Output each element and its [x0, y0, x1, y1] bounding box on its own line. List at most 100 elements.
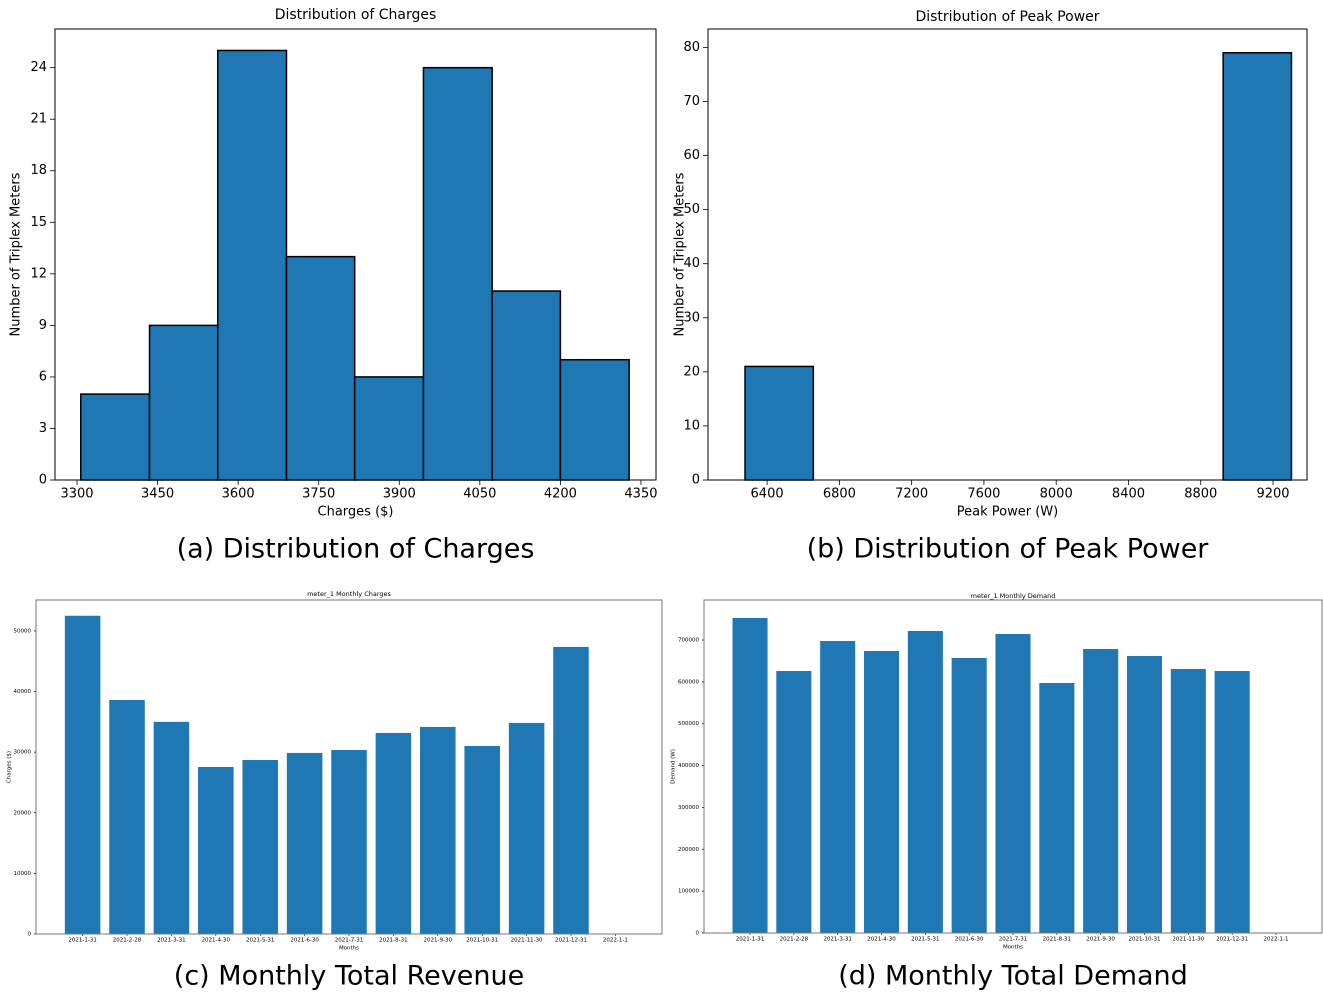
bar: [553, 646, 589, 934]
bar: [148, 324, 219, 481]
y-tick-label: 70: [683, 94, 700, 109]
y-tick-label: 0: [28, 932, 32, 938]
y-tick-label: 0: [696, 931, 700, 937]
bar: [491, 290, 562, 481]
x-tick-label: 3750: [302, 487, 335, 502]
x-tick-label: 4050: [463, 487, 496, 502]
x-tick-label: 2021-2-28: [780, 937, 809, 943]
bar: [216, 49, 288, 481]
y-tick-label: 9: [39, 318, 47, 333]
y-tick-label: 60: [683, 148, 700, 163]
bar: [375, 732, 412, 934]
x-tick-label: 2021-1-31: [736, 937, 764, 943]
caption: (d) Monthly Total Demand: [838, 961, 1188, 992]
bar: [1222, 52, 1293, 481]
chart: meter_1 Monthly Demand Months Demand (W) (d…: [671, 592, 1323, 992]
y-tick-label: 20000: [14, 810, 32, 816]
y-tick-label: 600000: [678, 679, 699, 685]
bar: [776, 670, 812, 933]
y-tick-label: 300000: [678, 805, 699, 811]
x-axis-label: Months: [1003, 945, 1023, 951]
axes-frame: [703, 599, 1323, 934]
chart: Distribution of Peak Power Peak Power (W)…: [673, 9, 1308, 565]
x-axis-label: Months: [339, 946, 359, 952]
y-tick-label: 10: [683, 418, 700, 433]
x-tick-label: 2021-8-31: [379, 938, 407, 944]
bar: [508, 722, 545, 934]
y-tick-label: 40000: [14, 689, 32, 695]
y-tick-label: 50000: [14, 628, 32, 634]
x-tick-label: 3900: [383, 487, 416, 502]
bar: [198, 767, 234, 934]
y-tick-label: 0: [692, 473, 700, 488]
x-tick-label: 2022-1-1: [603, 938, 628, 944]
x-tick-label: 2021-12-31: [1216, 937, 1248, 943]
y-tick-label: 500000: [678, 721, 699, 727]
y-tick-label: 24: [30, 60, 47, 75]
y-tick-label: 100000: [678, 889, 699, 895]
bar: [153, 721, 190, 934]
x-tick-label: 3300: [60, 487, 93, 502]
x-tick-label: 2021-1-31: [68, 938, 96, 944]
y-tick-label: 3: [39, 421, 47, 436]
x-tick-label: 2021-11-30: [1172, 937, 1204, 943]
x-tick-label: 2021-12-31: [555, 938, 587, 944]
bar: [353, 376, 425, 481]
bar: [951, 658, 987, 933]
y-axis-label: Demand (W): [671, 749, 677, 784]
bar: [1214, 670, 1250, 933]
bar: [559, 358, 630, 481]
bar: [420, 726, 456, 934]
x-tick-label: 2021-7-31: [999, 937, 1027, 943]
x-tick-label: 4200: [544, 487, 577, 502]
x-tick-label: 2021-4-30: [867, 937, 896, 943]
chart-title: Distribution of Charges: [275, 7, 437, 23]
x-tick-label: 8000: [1040, 487, 1073, 502]
bar: [80, 393, 151, 481]
bar: [907, 631, 943, 933]
x-tick-label: 2021-3-31: [157, 938, 185, 944]
chart: meter_1 Monthly Charges Months Charges ($)…: [7, 590, 663, 992]
x-tick-label: 2021-8-31: [1043, 937, 1071, 943]
y-tick-label: 50: [683, 202, 700, 217]
y-tick-label: 80: [683, 40, 700, 55]
x-tick-label: 2022-1-1: [1263, 937, 1288, 943]
y-tick-label: 0: [39, 473, 47, 488]
x-tick-label: 3450: [141, 487, 174, 502]
bar: [1126, 656, 1163, 933]
bar: [109, 700, 145, 934]
y-axis-label: Number of Triplex Meters: [673, 172, 688, 336]
y-tick-label: 21: [30, 112, 47, 127]
x-axis-label: Charges ($): [318, 505, 394, 520]
y-tick-label: 6: [39, 369, 47, 384]
y-tick-label: 700000: [678, 638, 699, 644]
chart: Distribution of Charges Charges ($) Number…: [9, 7, 658, 565]
x-tick-label: 2021-6-30: [955, 937, 984, 943]
x-tick-label: 2021-2-28: [113, 938, 142, 944]
x-axis-label: Peak Power (W): [957, 505, 1058, 520]
y-tick-label: 30000: [14, 750, 32, 756]
y-tick-label: 10000: [14, 871, 32, 877]
y-tick-label: 400000: [678, 763, 699, 769]
bar: [242, 760, 278, 934]
y-tick-label: 18: [30, 163, 47, 178]
x-tick-label: 2021-6-30: [290, 938, 319, 944]
x-tick-label: 7200: [895, 487, 928, 502]
y-axis-label: Number of Triplex Meters: [9, 172, 24, 336]
bar: [1039, 682, 1075, 933]
x-tick-label: 2021-11-30: [511, 938, 543, 944]
bar: [285, 255, 356, 481]
x-tick-label: 8800: [1184, 487, 1217, 502]
y-tick-label: 20: [683, 364, 700, 379]
bar: [732, 617, 768, 933]
bar: [64, 615, 101, 934]
caption: (b) Distribution of Peak Power: [807, 534, 1210, 565]
x-tick-label: 2021-10-31: [1129, 937, 1161, 943]
chart-title: Distribution of Peak Power: [915, 9, 1099, 25]
y-tick-label: 40: [683, 256, 700, 271]
y-tick-label: 12: [30, 266, 47, 281]
bar: [744, 365, 815, 481]
caption: (c) Monthly Total Revenue: [174, 961, 524, 992]
y-tick-label: 15: [30, 215, 47, 230]
